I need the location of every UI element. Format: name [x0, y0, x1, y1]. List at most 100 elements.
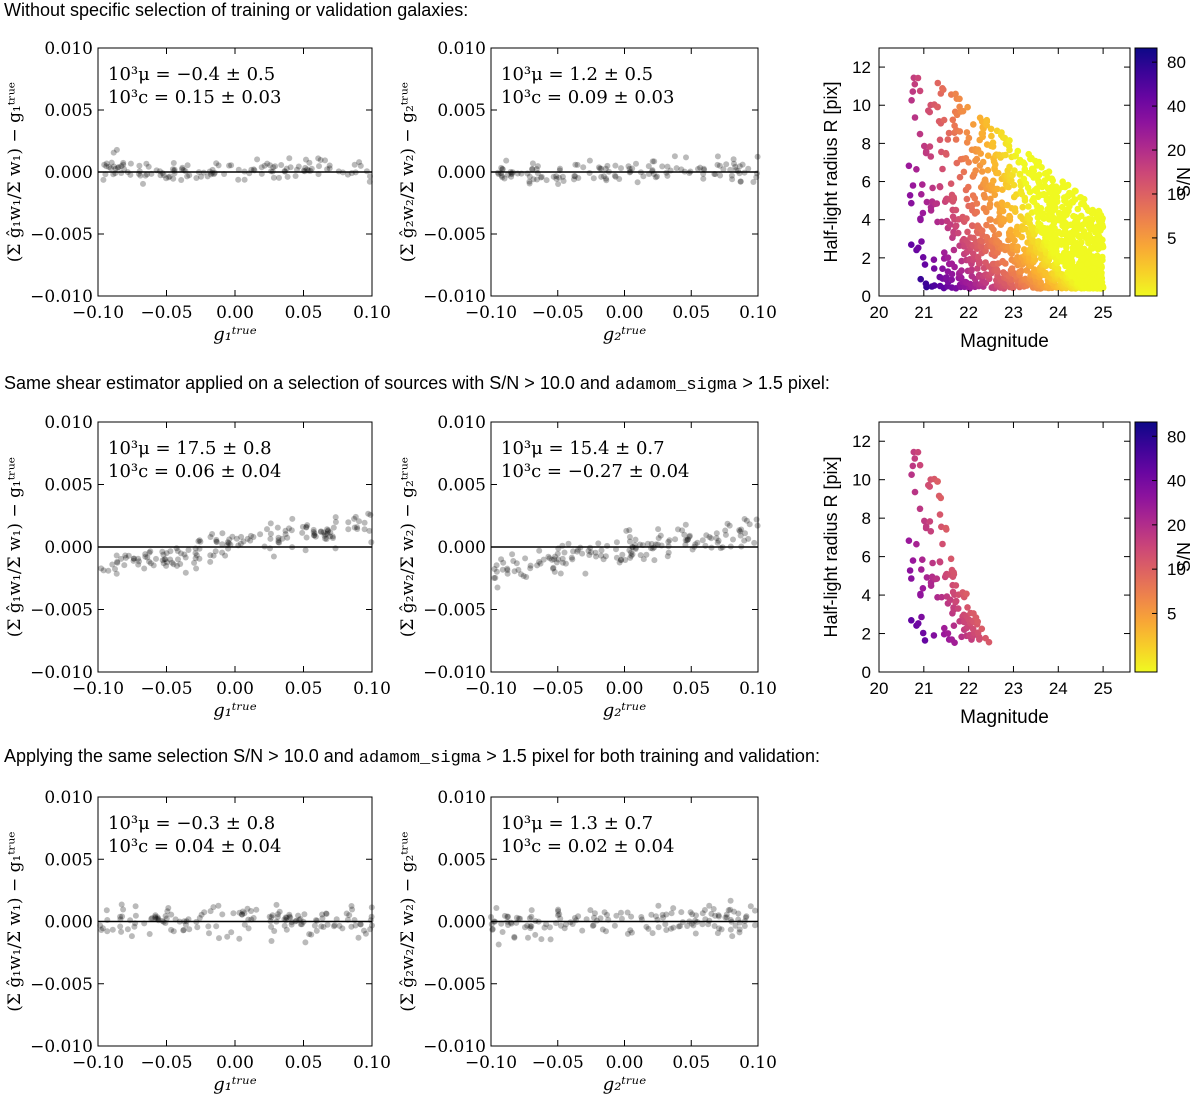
data-point: [511, 568, 518, 575]
data-point: [922, 280, 930, 288]
data-point: [320, 924, 327, 930]
y-tick-label: −0.010: [423, 1037, 486, 1057]
caption-row-3-gt: >: [268, 746, 279, 766]
data-point: [714, 161, 721, 168]
data-point: [998, 129, 1005, 136]
data-point: [267, 530, 274, 537]
data-point: [585, 547, 592, 554]
x-tick-label: −0.05: [532, 303, 584, 323]
data-point: [714, 153, 721, 160]
data-point: [286, 525, 292, 532]
data-point: [737, 532, 744, 539]
data-point: [714, 930, 721, 937]
data-point: [241, 921, 248, 928]
data-point: [706, 534, 713, 540]
data-point: [1094, 260, 1102, 268]
data-point: [699, 921, 706, 928]
data-point: [238, 533, 245, 540]
data-point: [1006, 137, 1013, 144]
data-point: [568, 554, 575, 561]
y-tick-label: 12: [852, 58, 871, 77]
annotation-c: 10³c = 0.04 ± 0.04: [108, 836, 281, 857]
data-point: [121, 562, 128, 569]
data-point: [212, 548, 219, 555]
data-point: [505, 913, 511, 920]
data-point: [913, 166, 920, 173]
data-point: [104, 928, 111, 935]
caption-row-3-b: 10.0 and: [283, 746, 354, 766]
data-point: [569, 556, 576, 563]
data-point: [529, 166, 536, 173]
data-point: [590, 175, 597, 182]
x-axis-label: g₁ᵗʳᵘᵉ: [213, 324, 257, 345]
data-point: [908, 617, 915, 624]
data-point: [983, 116, 991, 124]
data-point: [348, 170, 355, 177]
data-point: [118, 163, 125, 170]
data-point: [908, 97, 915, 104]
data-point: [640, 556, 647, 563]
data-point: [250, 534, 257, 540]
data-point: [651, 158, 658, 165]
data-point: [322, 157, 328, 164]
data-point: [523, 574, 530, 580]
data-point: [570, 548, 577, 555]
y-tick-label: 0.005: [437, 476, 486, 496]
data-point: [366, 527, 373, 534]
y-tick-label: 0.000: [437, 913, 486, 933]
y-tick-label: 0.005: [44, 476, 93, 496]
y-tick-label: 0.005: [44, 850, 93, 870]
data-point: [983, 208, 990, 216]
data-point: [491, 575, 498, 581]
data-point: [1029, 224, 1037, 231]
data-point: [952, 582, 960, 589]
data-point: [668, 910, 675, 917]
data-point: [160, 551, 167, 558]
data-point: [922, 148, 930, 155]
data-point: [153, 916, 160, 922]
data-points-r2c3: [905, 448, 993, 646]
data-point: [586, 170, 593, 176]
data-point: [964, 604, 971, 611]
data-point: [745, 165, 752, 172]
data-point: [240, 538, 247, 545]
data-point: [713, 535, 720, 542]
data-point: [911, 488, 919, 496]
data-point: [366, 178, 373, 185]
data-point: [124, 926, 131, 933]
data-point: [619, 551, 626, 558]
colorbar-tick-label: 5: [1167, 604, 1176, 623]
data-point: [274, 524, 281, 531]
data-point: [952, 597, 960, 605]
x-tick-label: −0.05: [532, 1053, 584, 1073]
y-tick-label: −0.005: [423, 975, 486, 995]
data-point: [321, 532, 328, 539]
data-point: [662, 921, 669, 928]
data-point: [504, 567, 511, 574]
data-point: [270, 553, 277, 560]
data-point: [501, 912, 508, 919]
data-point: [977, 150, 984, 157]
data-point: [170, 175, 177, 182]
shear-panel-r2c1: −0.10 −0.05 0.00 0.05 0.10 −0.010 −0.005 0.000 0…: [5, 413, 391, 721]
data-point: [906, 192, 914, 199]
data-point: [1082, 216, 1090, 224]
data-point: [153, 555, 159, 562]
data-point: [250, 166, 257, 173]
data-points-r2c1: [98, 510, 375, 577]
data-point: [947, 596, 954, 604]
y-tick-label: 6: [862, 173, 871, 192]
data-point: [926, 483, 933, 490]
data-point: [267, 535, 274, 542]
x-axis-label: g₂ᵗʳᵘᵉ: [603, 1074, 647, 1095]
y-tick-label: 0.010: [44, 39, 93, 59]
data-point: [626, 165, 633, 172]
data-point: [999, 207, 1007, 215]
data-point: [1037, 204, 1045, 212]
annotation-c: 10³c = 0.09 ± 0.03: [501, 87, 674, 108]
data-point: [1080, 201, 1088, 208]
data-point: [686, 533, 693, 540]
data-point: [983, 221, 990, 229]
data-point: [101, 161, 108, 168]
data-point: [926, 108, 933, 116]
